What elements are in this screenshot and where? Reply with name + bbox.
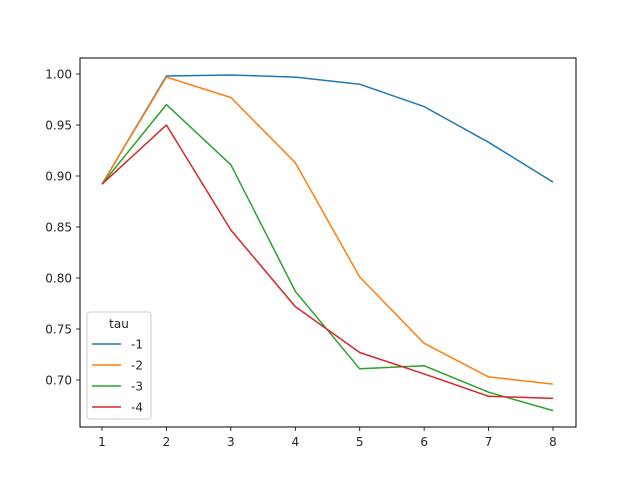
x-axis: 1 2 3 4 5 6 7 8: [98, 427, 557, 449]
x-tick-label: 7: [485, 435, 493, 449]
x-tick-label: 3: [227, 435, 235, 449]
series-line-3: [101, 103, 554, 412]
legend-label-2: -2: [131, 359, 143, 373]
series-line-4: [101, 124, 554, 400]
x-tick-label: 4: [291, 435, 299, 449]
legend-label-1: -1: [131, 338, 143, 352]
y-tick-label: 0.70: [45, 374, 72, 388]
legend-label-3: -3: [131, 380, 143, 394]
x-tick-label: 8: [549, 435, 557, 449]
legend-label-4: -4: [131, 401, 143, 415]
axes-frame: [79, 57, 577, 428]
x-tick-label: 6: [420, 435, 428, 449]
legend-items: -1 -2 -3 -4: [92, 338, 143, 415]
x-tick-label: 1: [98, 435, 106, 449]
y-tick-label: 0.75: [45, 323, 72, 337]
plot-lines: [101, 74, 554, 412]
x-tick-label: 5: [356, 435, 364, 449]
y-tick-label: 1.00: [45, 68, 72, 82]
series-line-1: [101, 74, 554, 185]
y-axis: 0.70 0.75 0.80 0.85 0.90 0.95 1.00: [45, 68, 80, 388]
series-line-2: [101, 76, 554, 385]
y-tick-label: 0.95: [45, 119, 72, 133]
y-tick-label: 0.80: [45, 272, 72, 286]
legend-title: tau: [109, 317, 129, 331]
legend: tau -1 -2 -3 -4: [86, 311, 152, 420]
y-tick-label: 0.85: [45, 221, 72, 235]
y-tick-label: 0.90: [45, 170, 72, 184]
x-tick-label: 2: [163, 435, 171, 449]
